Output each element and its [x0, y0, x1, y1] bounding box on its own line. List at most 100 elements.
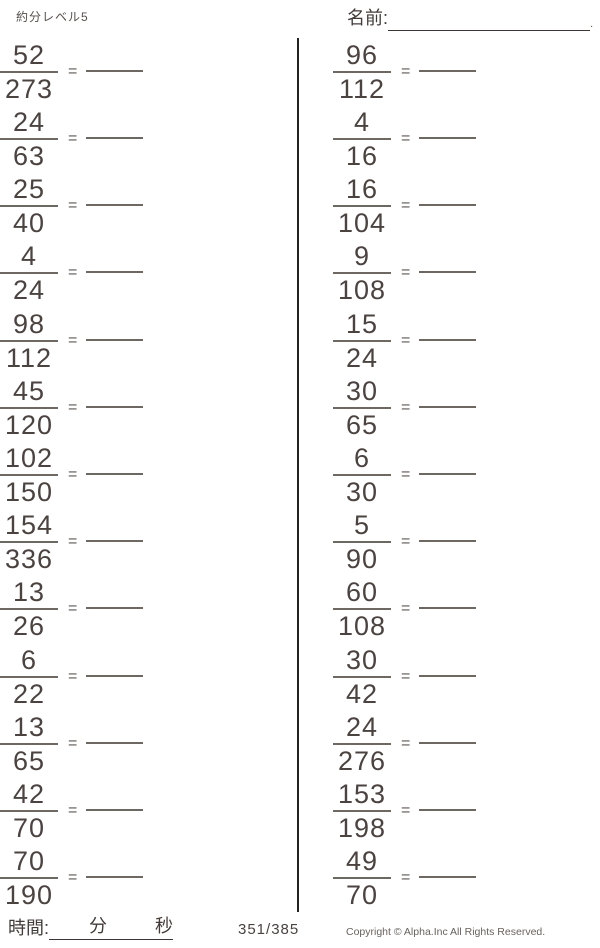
answer-blank[interactable]	[419, 204, 477, 207]
fraction: 13 65	[0, 712, 58, 776]
answer-blank[interactable]	[419, 607, 477, 610]
name-blank[interactable]	[388, 8, 591, 31]
fraction-denominator: 104	[337, 208, 387, 239]
problem-row-right-4: 9 108 =	[299, 240, 600, 307]
equals-sign: =	[68, 465, 78, 483]
equals-sign: =	[401, 264, 411, 282]
answer-blank[interactable]	[86, 674, 144, 677]
answer-blank[interactable]	[419, 136, 477, 139]
answer-blank[interactable]	[86, 607, 144, 610]
fraction-numerator: 98	[0, 309, 58, 342]
fraction: 96 112	[333, 40, 391, 104]
answer-blank[interactable]	[86, 540, 144, 543]
equals-sign: =	[401, 197, 411, 215]
answer-blank[interactable]	[419, 809, 477, 812]
fraction-numerator: 154	[0, 510, 58, 544]
answer-blank[interactable]	[419, 69, 477, 72]
name-trailing-period: .	[590, 19, 593, 30]
fraction-numerator: 6	[333, 443, 391, 476]
fraction-numerator: 30	[333, 645, 391, 678]
fraction: 45 120	[0, 376, 58, 440]
problem-row-right-2: 4 16 =	[299, 105, 600, 172]
equals-sign: =	[68, 331, 78, 349]
fraction-numerator: 16	[333, 174, 391, 208]
answer-blank[interactable]	[86, 876, 144, 879]
problem-row-left-11: 13 65 =	[0, 710, 297, 777]
equals-sign: =	[68, 398, 78, 416]
page-indicator: 351/385	[238, 921, 300, 938]
fraction: 15 24	[333, 309, 391, 373]
answer-blank[interactable]	[419, 472, 477, 475]
problem-row-right-5: 15 24 =	[299, 307, 600, 374]
answer-blank[interactable]	[86, 741, 144, 744]
problem-row-left-3: 25 40 =	[0, 172, 297, 239]
fraction: 153 198	[333, 779, 391, 843]
fraction-denominator: 150	[4, 476, 54, 507]
answer-blank[interactable]	[86, 472, 144, 475]
fraction: 42 70	[0, 779, 58, 843]
answer-blank[interactable]	[86, 136, 144, 139]
equals-sign: =	[401, 600, 411, 618]
answer-blank[interactable]	[419, 540, 477, 543]
problem-row-right-10: 30 42 =	[299, 643, 600, 710]
fraction: 30 42	[333, 645, 391, 709]
fraction-denominator: 112	[338, 73, 386, 104]
fraction-numerator: 15	[333, 309, 391, 342]
problem-row-right-11: 24 276 =	[299, 710, 600, 777]
problem-row-left-1: 52 273 =	[0, 38, 297, 105]
fraction-numerator: 45	[0, 376, 58, 409]
fraction-denominator: 198	[337, 813, 387, 844]
answer-blank[interactable]	[419, 674, 477, 677]
equals-sign: =	[401, 667, 411, 685]
answer-blank[interactable]	[86, 809, 144, 812]
equals-sign: =	[401, 465, 411, 483]
equals-sign: =	[401, 533, 411, 551]
fraction: 98 112	[0, 309, 58, 373]
fraction-numerator: 13	[0, 712, 58, 745]
answer-blank[interactable]	[419, 405, 477, 408]
answer-blank[interactable]	[86, 271, 144, 274]
answer-blank[interactable]	[86, 405, 144, 408]
fraction: 13 26	[0, 577, 58, 641]
answer-blank[interactable]	[86, 69, 144, 72]
answer-blank[interactable]	[86, 338, 144, 341]
fraction: 52 273	[0, 40, 58, 104]
time-section: 時間: 分 秒	[8, 912, 174, 940]
problems-column-right: 96 112 = 4 16 = 16 104 = 9 108 = 15 24 = 30 65 = 6 30 = 5 90 = 6…	[299, 38, 600, 912]
problem-row-right-13: 49 70 =	[299, 845, 600, 912]
fraction-denominator: 65	[12, 745, 46, 776]
fraction: 9 108	[333, 241, 391, 305]
equals-sign: =	[68, 734, 78, 752]
equals-sign: =	[68, 197, 78, 215]
equals-sign: =	[68, 667, 78, 685]
seconds-label: 秒	[155, 916, 174, 936]
fraction-denominator: 40	[12, 208, 46, 239]
fraction: 5 90	[333, 510, 391, 574]
fraction-numerator: 52	[0, 40, 58, 73]
answer-blank[interactable]	[419, 741, 477, 744]
fraction: 24 63	[0, 107, 58, 171]
fraction-numerator: 60	[333, 577, 391, 611]
column-divider-line	[297, 38, 299, 912]
fraction-denominator: 26	[12, 611, 46, 642]
fraction: 25 40	[0, 174, 58, 238]
answer-blank[interactable]	[419, 876, 477, 879]
fraction-denominator: 22	[12, 678, 46, 709]
fraction: 16 104	[333, 174, 391, 238]
fraction: 6 22	[0, 645, 58, 709]
equals-sign: =	[68, 533, 78, 551]
fraction-denominator: 273	[4, 73, 54, 104]
equals-sign: =	[401, 331, 411, 349]
equals-sign: =	[401, 802, 411, 820]
minutes-label: 分	[89, 916, 108, 936]
fraction-numerator: 153	[333, 779, 391, 813]
answer-blank[interactable]	[419, 271, 477, 274]
answer-blank[interactable]	[86, 204, 144, 207]
time-blank-line[interactable]: 分 秒	[49, 912, 174, 940]
problem-row-left-8: 154 336 =	[0, 509, 297, 576]
problem-row-left-5: 98 112 =	[0, 307, 297, 374]
answer-blank[interactable]	[419, 338, 477, 341]
problem-row-right-8: 5 90 =	[299, 509, 600, 576]
equals-sign: =	[68, 264, 78, 282]
fraction-denominator: 108	[337, 611, 387, 642]
